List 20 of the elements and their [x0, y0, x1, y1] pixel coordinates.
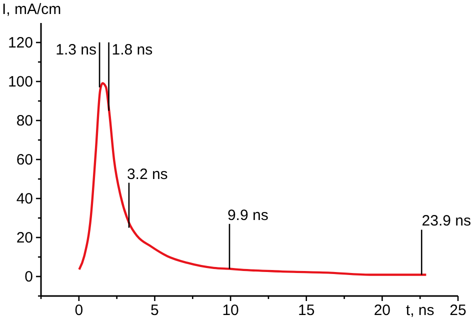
annotation: 1.8 ns	[112, 41, 153, 58]
y-axis-title: I, mA/cm	[2, 1, 62, 18]
x-tick-label: 0	[74, 302, 84, 319]
y-tick-label: 0	[24, 268, 33, 286]
y-tick-label: 20	[16, 230, 33, 246]
x-axis-title: t, ns	[406, 302, 434, 319]
x-tick-label: 10	[222, 302, 239, 319]
y-tick-label: 80	[16, 112, 33, 130]
y-tick-label: 60	[16, 152, 33, 168]
annotation: 3.2 ns	[126, 166, 168, 183]
annotation: 23.9 ns	[422, 212, 471, 230]
y-tick-label: 120	[8, 34, 33, 52]
y-tick-label: 40	[16, 190, 33, 208]
x-tick-label: 5	[150, 302, 159, 319]
x-tick-label: 20	[374, 302, 391, 319]
x-tick-label: 15	[298, 302, 315, 319]
x-tick-label: 25	[450, 302, 466, 319]
annotation: 1.3 ns	[56, 41, 97, 58]
annotation: 9.9 ns	[227, 206, 268, 224]
y-tick-label: 100	[8, 74, 33, 90]
